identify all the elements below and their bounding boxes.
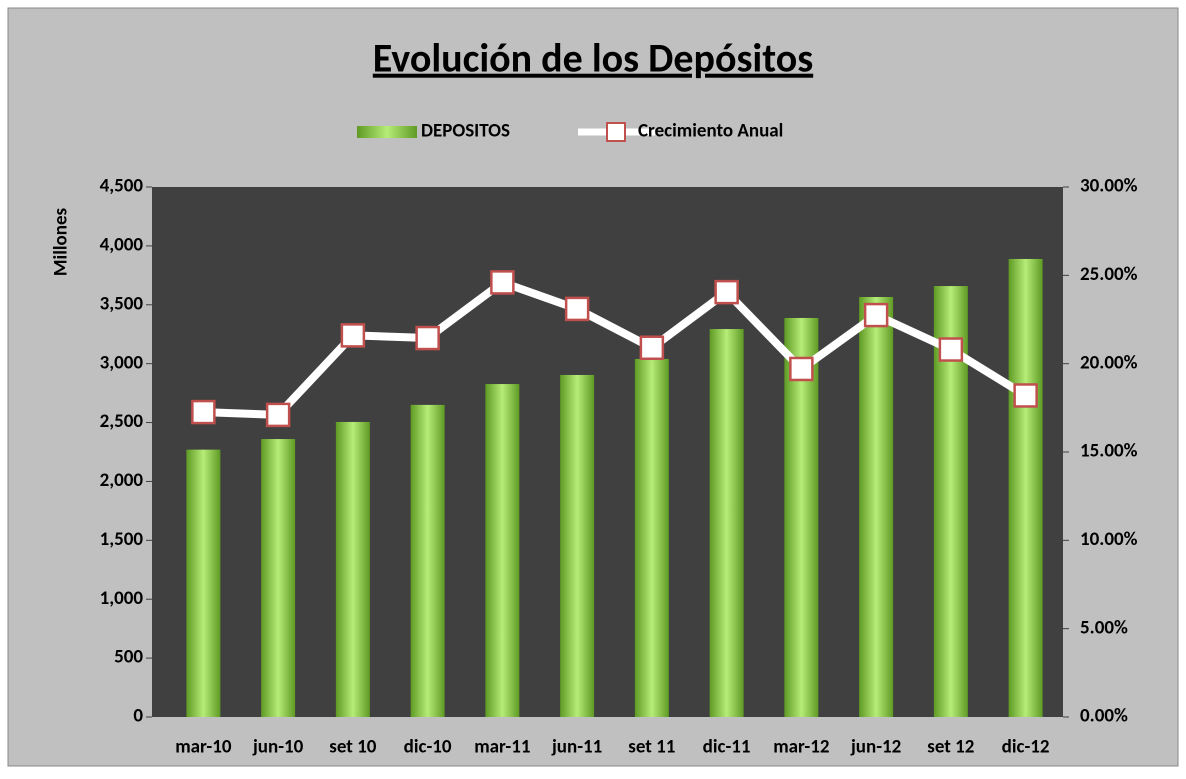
y-tick-label: 500 [114,646,143,669]
y2-tick-label: 25.00% [1080,263,1138,286]
y2-tick-label: 0.00% [1080,705,1128,728]
legend-swatch [357,126,417,138]
y-axis-title: Millones [50,208,73,277]
bar [634,358,669,717]
marker [863,302,889,328]
y2-tick-label: 20.00% [1080,351,1138,374]
x-tick-label: dic-11 [703,736,751,759]
y-tick-label: 4,500 [100,175,144,198]
bar [485,384,520,717]
bar [335,421,370,717]
y2-tick-label: 30.00% [1080,175,1138,198]
marker [639,335,665,361]
bar [784,317,819,717]
line [203,278,1028,419]
bar [709,329,744,717]
bar [261,439,296,717]
y2-tick-label: 10.00% [1080,528,1138,551]
y-tick-label: 1,000 [100,587,144,610]
legend-swatch [606,122,626,142]
y-tick-label: 4,000 [100,233,144,256]
bar [186,449,221,717]
x-tick-label: jun-11 [551,736,602,759]
y-tick-label: 3,500 [100,292,144,315]
marker [340,323,366,348]
y-tick-label: 2,500 [100,410,144,433]
x-tick-label: set 11 [628,736,675,759]
marker [191,399,216,425]
chart-title: Evolución de los Depósitos [373,34,813,83]
bar [859,297,894,717]
marker [415,325,440,351]
y-tick-label: 0 [133,705,143,728]
marker [1013,383,1038,408]
y2-tick-label: 5.00% [1080,616,1128,639]
plot-area [152,187,1063,717]
x-tick-label: mar-12 [773,736,829,759]
x-tick-label: set 12 [927,736,974,759]
legend-label: DEPOSITOS [421,120,510,143]
marker [564,296,590,322]
x-tick-label: set 10 [329,736,377,759]
x-tick-label: jun-12 [850,736,901,759]
marker [265,402,291,428]
x-tick-label: mar-11 [474,736,530,759]
x-tick-label: mar-10 [175,736,232,759]
x-tick-label: dic-10 [404,736,452,759]
y-tick-label: 3,000 [100,351,144,374]
bar [560,374,595,717]
y-tick-label: 1,500 [100,528,144,551]
marker [490,270,515,295]
x-tick-label: dic-12 [1002,736,1050,759]
marker [789,356,814,382]
x-tick-label: jun-10 [252,736,304,759]
marker [714,279,739,305]
bar [410,404,445,717]
y2-tick-label: 15.00% [1080,440,1138,463]
marker [938,337,964,362]
bar [1008,258,1043,717]
legend-label: Crecimiento Anual [638,120,783,143]
y-tick-label: 2,000 [100,469,144,492]
